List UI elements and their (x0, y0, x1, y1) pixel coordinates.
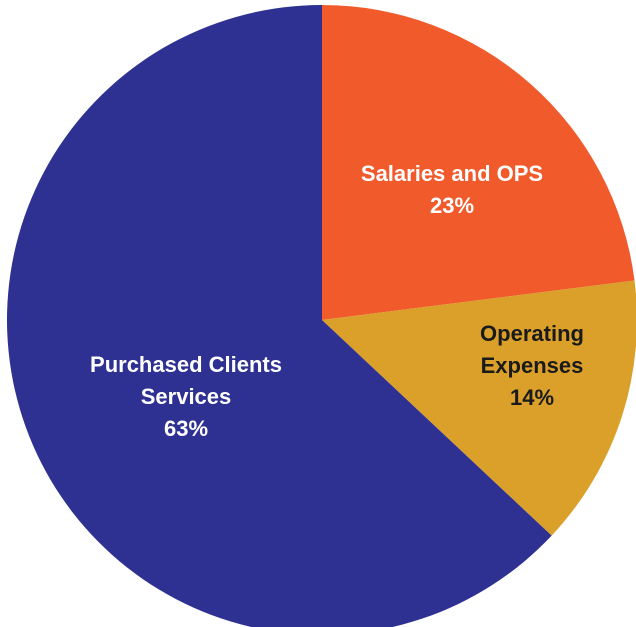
slice-name: Operating Expenses (480, 321, 584, 378)
pie-slice (322, 5, 635, 320)
slice-name: Purchased Clients Services (90, 352, 282, 409)
slice-percent: 63% (163, 416, 209, 441)
slice-label: Operating Expenses 14% (457, 318, 607, 414)
slice-label: Purchased Clients Services 63% (61, 349, 311, 445)
slice-label: Salaries and OPS 23% (322, 158, 582, 222)
slice-name: Salaries and OPS (360, 161, 544, 186)
slice-percent: 23% (429, 193, 475, 218)
pie-slice (322, 280, 636, 536)
pie-slice (7, 5, 552, 627)
slice-percent: 14% (509, 385, 555, 410)
